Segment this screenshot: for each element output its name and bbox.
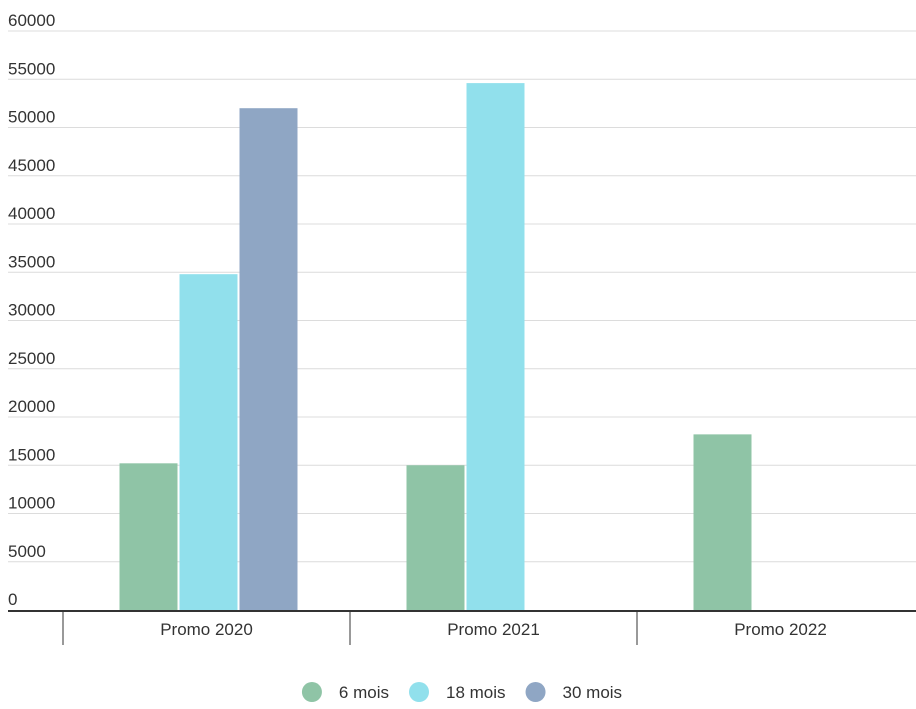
x-axis-category-labels: Promo 2020 Promo 2021 Promo 2022 xyxy=(160,620,827,639)
y-tick-label: 10000 xyxy=(8,494,55,513)
y-tick-label: 60000 xyxy=(8,11,55,30)
legend-item: 6 mois xyxy=(301,682,389,702)
legend-label: 6 mois xyxy=(339,683,389,702)
y-tick-label: 30000 xyxy=(8,301,55,320)
bar xyxy=(406,465,465,610)
bars xyxy=(119,83,752,611)
y-tick-label: 5000 xyxy=(8,542,46,561)
legend-swatch xyxy=(301,682,322,702)
bar xyxy=(239,108,298,610)
y-tick-label: 15000 xyxy=(8,445,55,464)
bar xyxy=(466,83,525,611)
y-tick-label: 55000 xyxy=(8,59,55,78)
x-tick-label: Promo 2020 xyxy=(160,620,253,639)
y-tick-label: 35000 xyxy=(8,252,55,271)
y-tick-label: 50000 xyxy=(8,108,55,127)
bar xyxy=(119,463,178,610)
y-axis-tick-labels: 0 5000 10000 15000 20000 25000 30000 35000 40000… xyxy=(8,11,55,609)
x-tick-label: Promo 2022 xyxy=(734,620,827,639)
legend-swatch xyxy=(525,682,546,702)
x-tick-label: Promo 2021 xyxy=(447,620,540,639)
y-tick-label: 40000 xyxy=(8,204,55,223)
legend-item: 18 mois xyxy=(409,682,506,702)
y-tick-label: 25000 xyxy=(8,349,55,368)
legend-label: 18 mois xyxy=(446,683,506,702)
legend-label: 30 mois xyxy=(563,683,623,702)
legend: 6 mois 18 mois 30 mois xyxy=(301,682,623,702)
bar xyxy=(179,274,238,610)
y-tick-label: 0 xyxy=(8,590,17,609)
legend-item: 30 mois xyxy=(525,682,623,702)
bar xyxy=(693,434,752,610)
y-tick-label: 20000 xyxy=(8,397,55,416)
x-axis xyxy=(8,610,916,645)
y-tick-label: 45000 xyxy=(8,156,55,175)
legend-swatch xyxy=(409,682,430,702)
